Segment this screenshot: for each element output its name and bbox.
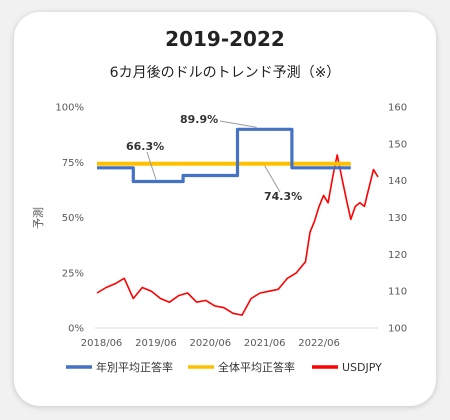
y-left-tick-label: 100% xyxy=(55,103,84,114)
y-right-tick-label: 120 xyxy=(388,250,407,261)
y-right-tick-label: 160 xyxy=(388,103,407,114)
annotation-leader xyxy=(219,120,257,128)
series-line-年別平均正答率 xyxy=(97,127,351,184)
legend-label: USDJPY xyxy=(342,361,382,374)
y-left-tick-label: 0% xyxy=(68,324,84,335)
chart-card xyxy=(14,12,436,406)
x-tick-label: 2018/06 xyxy=(81,338,123,349)
y-axis-label: 予測 xyxy=(31,207,45,229)
y-right-tick-label: 130 xyxy=(388,213,407,224)
y-right-tick-label: 100 xyxy=(388,324,407,335)
y-left-tick-label: 50% xyxy=(62,213,84,224)
annotation-label: 89.9% xyxy=(180,113,218,126)
x-tick-label: 2020/06 xyxy=(190,338,232,349)
y-right-tick-label: 140 xyxy=(388,176,407,187)
series-line-USDJPY xyxy=(96,154,379,316)
x-tick-label: 2021/06 xyxy=(244,338,286,349)
y-left-tick-label: 25% xyxy=(62,268,84,279)
legend-label: 全体平均正答率 xyxy=(218,360,295,374)
x-tick-label: 2022/06 xyxy=(298,338,340,349)
y-right-tick-label: 110 xyxy=(388,287,407,298)
annotation-leader xyxy=(264,165,281,193)
y-left-tick-label: 75% xyxy=(62,158,84,169)
legend-label: 年別平均正答率 xyxy=(96,360,173,374)
annotation-label: 66.3% xyxy=(126,140,164,153)
annotation-leader xyxy=(146,151,157,180)
chart-title: 2019-2022 xyxy=(165,27,285,51)
y-right-tick-label: 150 xyxy=(388,139,407,150)
annotation-label: 74.3% xyxy=(264,190,302,203)
x-tick-label: 2019/06 xyxy=(135,338,177,349)
chart-subtitle: 6カ月後のドルのトレンド予測（※） xyxy=(109,65,341,81)
